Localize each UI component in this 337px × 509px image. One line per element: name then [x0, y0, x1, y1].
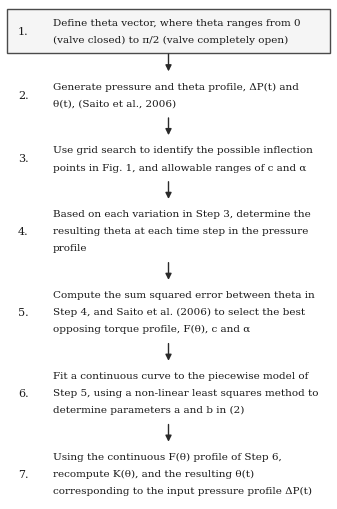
Text: points in Fig. 1, and allowable ranges of c and α: points in Fig. 1, and allowable ranges o…: [53, 163, 306, 172]
Text: 2.: 2.: [18, 91, 29, 100]
Text: Step 4, and Saito et al. (2006) to select the best: Step 4, and Saito et al. (2006) to selec…: [53, 307, 305, 317]
Text: (valve closed) to π/2 (valve completely open): (valve closed) to π/2 (valve completely …: [53, 36, 288, 45]
Text: Use grid search to identify the possible inflection: Use grid search to identify the possible…: [53, 146, 313, 155]
Text: 7.: 7.: [18, 469, 29, 478]
Text: 6.: 6.: [18, 388, 29, 398]
Text: profile: profile: [53, 244, 88, 253]
Text: 4.: 4.: [18, 227, 29, 236]
Text: Define theta vector, where theta ranges from 0: Define theta vector, where theta ranges …: [53, 19, 301, 27]
Text: Compute the sum squared error between theta in: Compute the sum squared error between th…: [53, 291, 315, 299]
Text: corresponding to the input pressure profile ΔP(t): corresponding to the input pressure prof…: [53, 486, 312, 495]
Text: 1.: 1.: [18, 27, 29, 37]
Text: Generate pressure and theta profile, ΔP(t) and: Generate pressure and theta profile, ΔP(…: [53, 82, 299, 92]
Text: Fit a continuous curve to the piecewise model of: Fit a continuous curve to the piecewise …: [53, 371, 308, 380]
Text: 5.: 5.: [18, 307, 29, 317]
Text: Using the continuous F(θ) profile of Step 6,: Using the continuous F(θ) profile of Ste…: [53, 452, 282, 461]
Text: opposing torque profile, F(θ), c and α: opposing torque profile, F(θ), c and α: [53, 325, 250, 334]
Text: Based on each variation in Step 3, determine the: Based on each variation in Step 3, deter…: [53, 210, 311, 219]
Text: determine parameters a and b in (2): determine parameters a and b in (2): [53, 406, 244, 414]
Text: recompute K(θ), and the resulting θ(t): recompute K(θ), and the resulting θ(t): [53, 469, 254, 478]
Text: 3.: 3.: [18, 154, 29, 164]
Bar: [7, 10, 330, 53]
Text: θ(t), (Saito et al., 2006): θ(t), (Saito et al., 2006): [53, 100, 176, 108]
Text: resulting theta at each time step in the pressure: resulting theta at each time step in the…: [53, 227, 308, 236]
Text: Step 5, using a non-linear least squares method to: Step 5, using a non-linear least squares…: [53, 388, 318, 398]
